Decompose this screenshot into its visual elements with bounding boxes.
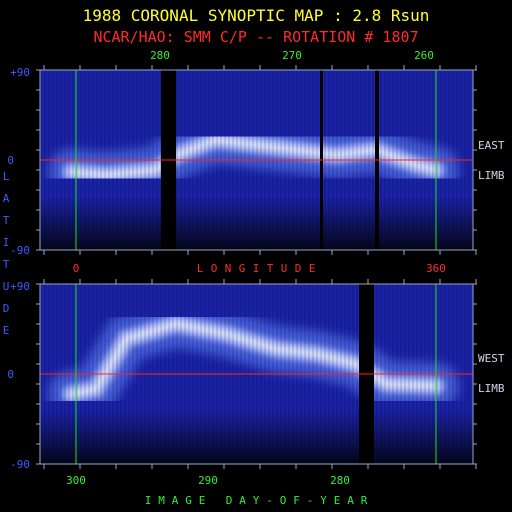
east-label: EAST	[478, 139, 505, 152]
axis-label-letter: Y	[320, 494, 327, 507]
west-limb-marker-lines	[75, 284, 437, 464]
axis-label-letter: I	[253, 262, 260, 275]
axis-label-letter: D	[3, 302, 10, 315]
axis-label-letter: U	[281, 262, 288, 275]
axis-label-letter: T	[3, 214, 10, 227]
axis-label-letter: N	[225, 262, 232, 275]
west-limb-tick-marks	[36, 279, 477, 469]
axis-label-letter: I	[3, 236, 10, 249]
top-tick-280: 280	[150, 49, 170, 62]
west-label: WEST	[478, 352, 505, 365]
top-tick-260: 260	[414, 49, 434, 62]
bottom-tick-300: 300	[66, 474, 86, 487]
axis-label-letter: Y	[253, 494, 260, 507]
axis-label-letter: E	[334, 494, 341, 507]
axis-label-letter: -	[307, 494, 314, 507]
axis-label-letter: I	[145, 494, 152, 507]
top-tick-270: 270	[282, 49, 302, 62]
axis-label-letter: E	[199, 494, 206, 507]
axis-label-letter: G	[239, 262, 246, 275]
axis-label-letter: E	[309, 262, 316, 275]
east-limb-marker-lines	[75, 70, 437, 250]
chart-subtitle: NCAR/HAO: SMM C/P -- ROTATION # 1807	[93, 28, 418, 46]
lat-tick-bot-0: 0	[7, 368, 14, 381]
bottom-tick-280: 280	[330, 474, 350, 487]
lat-tick-bot-plus90: +90	[10, 280, 30, 293]
west-limb-label: LIMB	[478, 382, 505, 395]
lat-tick-top-plus90: +90	[10, 66, 30, 79]
axis-label-letter: O	[211, 262, 218, 275]
axis-label-letter: O	[280, 494, 287, 507]
axis-label-letter: U	[3, 280, 10, 293]
axis-label-letter: D	[226, 494, 233, 507]
axis-label-letter: M	[158, 494, 165, 507]
axis-label-letter: L	[3, 170, 10, 183]
lat-tick-top-minus90: -90	[10, 244, 30, 257]
axis-label-letter: A	[3, 192, 10, 205]
east-limb-tick-marks	[36, 65, 477, 255]
west-limb-frame	[39, 283, 474, 465]
axis-label-letter: T	[3, 258, 10, 271]
axis-label-letter: A	[172, 494, 179, 507]
axis-label-letter: A	[347, 494, 354, 507]
east-limb-frame	[39, 69, 474, 251]
east-limb-label: LIMB	[478, 169, 505, 182]
axis-label-letter: E	[3, 324, 10, 337]
axis-label-letter: G	[185, 494, 192, 507]
lon-tick-0: 0	[73, 262, 80, 275]
axis-label-letter: A	[239, 494, 246, 507]
lon-tick-360: 360	[426, 262, 446, 275]
west-limb-panel: +90 0 -90 WEST LIMB 300 290 280	[7, 279, 505, 487]
lat-tick-bot-minus90: -90	[10, 458, 30, 471]
lat-tick-top-0: 0	[7, 154, 14, 167]
axis-label-letter: F	[293, 494, 300, 507]
axis-label-letter: T	[267, 262, 274, 275]
axis-label-letter: -	[266, 494, 273, 507]
axis-label-letter: L	[197, 262, 204, 275]
east-limb-panel: 280 270 260 +90 0 -90 EAST LIMB	[7, 49, 504, 257]
bottom-tick-290: 290	[198, 474, 218, 487]
axis-label-letter: R	[361, 494, 368, 507]
chart-title: 1988 CORONAL SYNOPTIC MAP : 2.8 Rsun	[83, 6, 430, 25]
axis-label-letter: D	[295, 262, 302, 275]
